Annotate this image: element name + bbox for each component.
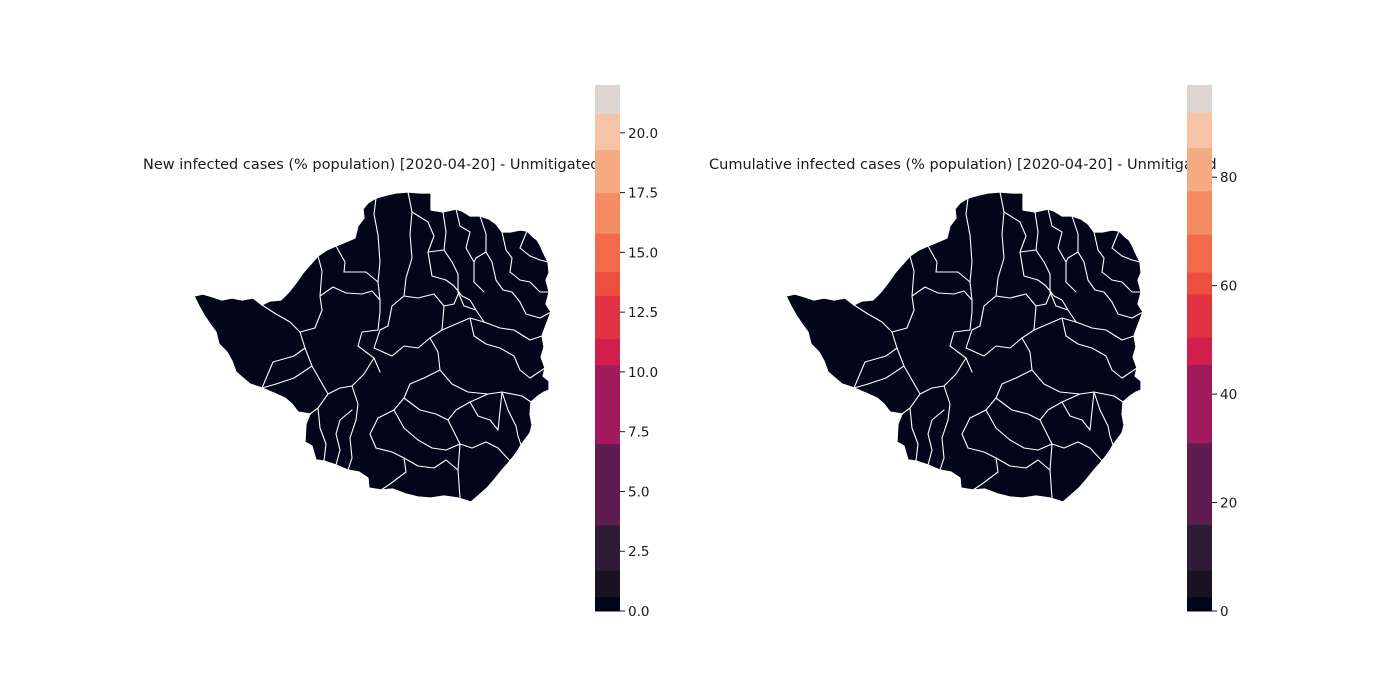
colorbar-band [1187,272,1212,295]
colorbar-tick-label: 2.5 [628,544,649,560]
colorbar-tick-label: 10.0 [628,365,658,381]
colorbar-tick-label: 5.0 [628,484,649,500]
colorbar-band [1187,85,1212,113]
colorbar-band [595,338,620,366]
colorbar-band [1187,234,1212,273]
colorbar-tick-label: 0.0 [628,604,649,620]
colorbar-tick-label: 0 [1220,604,1229,620]
colorbar: 0.0 2.5 5.0 7.5 10.0 12.5 15.0 17.5 20.0 [595,85,658,620]
colorbar-band [595,443,620,526]
colorbar-tick-label: 80 [1220,170,1237,186]
colorbar-tick-label: 17.5 [628,186,658,202]
colorbar-band [1187,364,1212,444]
colorbar-tick-label: 40 [1220,387,1237,403]
colorbar-band [595,596,620,612]
colorbar-tick-label: 20 [1220,496,1237,512]
colorbar: 0 20 40 60 80 [1187,85,1237,620]
colorbar-band [595,364,620,445]
colorbar-band [1187,524,1212,571]
colorbar-band [1187,337,1212,365]
colorbar-band [595,570,620,598]
zimbabwe-map [785,191,1144,503]
colorbar-band [1187,190,1212,235]
colorbar-band [595,85,620,115]
colorbar-band [595,524,620,571]
colorbar-band [1187,442,1212,525]
map-title: Cumulative infected cases (% population)… [709,157,1217,173]
new-cases-map-panel: New infected cases (% population) [2020-… [143,85,658,620]
zimbabwe-map [193,191,552,503]
colorbar-band [1187,112,1212,148]
colorbar-band [595,295,620,339]
colorbar-band [1187,293,1212,338]
colorbar-band [595,149,620,194]
colorbar-tick-label: 20.0 [628,126,658,142]
colorbar-band [595,192,620,234]
colorbar-band [595,233,620,272]
cumulative-cases-map-panel: Cumulative infected cases (% population)… [709,85,1237,620]
colorbar-band [595,271,620,296]
colorbar-band [595,113,620,151]
colorbar-band [1187,570,1212,598]
colorbar-tick-label: 15.0 [628,245,658,261]
map-title: New infected cases (% population) [2020-… [143,157,599,173]
colorbar-tick-label: 60 [1220,279,1237,295]
colorbar-band [1187,596,1212,612]
colorbar-tick-label: 7.5 [628,425,649,441]
colorbar-band [1187,147,1212,192]
colorbar-tick-label: 12.5 [628,305,658,321]
